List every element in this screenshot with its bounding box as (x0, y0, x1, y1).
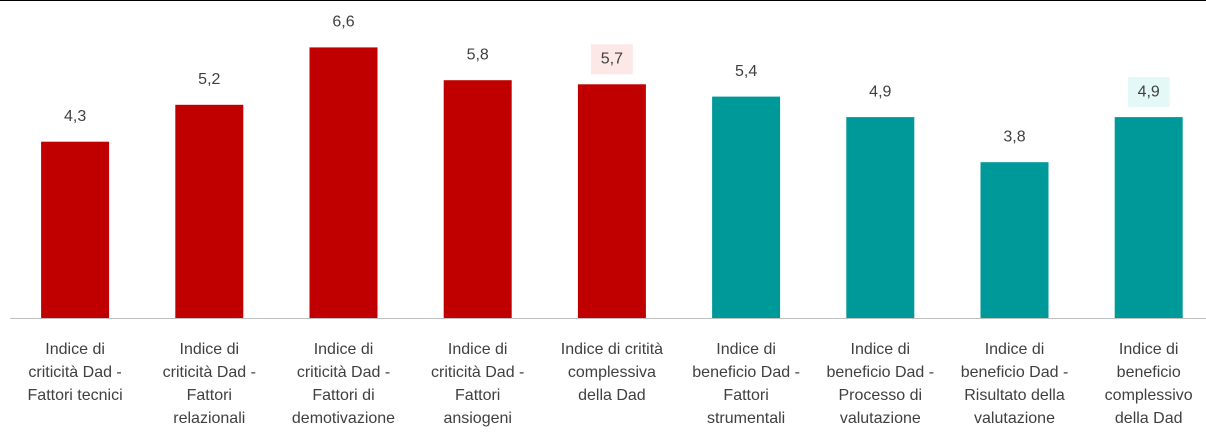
x-tick-label-line: beneficio Dad - (826, 364, 934, 381)
value-label: 4,9 (1138, 83, 1160, 100)
x-tick-label-line: ansiogeni (443, 410, 512, 427)
value-label-background (590, 44, 633, 75)
x-tick-label-line: criticità Dad - (431, 364, 524, 381)
bar (309, 47, 378, 319)
x-tick-label-line: Indice di (985, 341, 1045, 358)
value-label: 5,7 (601, 51, 623, 68)
x-tick-label-line: Indice di (716, 341, 776, 358)
value-label: 4,3 (64, 108, 86, 125)
x-tick-label-line: relazionali (173, 410, 245, 427)
x-tick-label-line: valutazione (840, 410, 921, 427)
x-tick-label: Indice di beneficio complessivo della Dad (1105, 341, 1193, 427)
x-tick-label-line: Fattori (723, 387, 768, 404)
x-tick-label-line: della Dad (1115, 410, 1183, 427)
x-tick-label: Indice di criticità Dad - Fattori ansiogeni (431, 341, 524, 427)
x-tick-label: Indice di beneficio Dad - Fattori strumenta… (692, 341, 800, 427)
x-tick-label-line: criticità Dad - (163, 364, 256, 381)
x-tick-label-line: Risultato della (964, 387, 1065, 404)
x-tick-label-line: Indice di (448, 341, 508, 358)
x-tick-label: Indice di critità complessiva della Dad (561, 341, 663, 404)
x-tick-label: Indice di beneficio Dad - Processo di valut… (826, 341, 934, 427)
x-tick-label: Indice di beneficio Dad - Risultato della v… (961, 341, 1069, 427)
x-tick-label: Indice di criticità Dad - Fattori di demoti… (292, 341, 395, 427)
x-tick-label-line: complessiva (568, 364, 656, 381)
x-tick-label-line: valutazione (974, 410, 1055, 427)
bar (846, 117, 915, 318)
x-tick-label-line: criticità Dad - (297, 364, 390, 381)
bar (175, 104, 244, 318)
x-tick-label: Indice di criticità Dad - Fattori relaziona… (163, 341, 256, 427)
bar (41, 141, 110, 318)
bar (443, 80, 512, 318)
x-tick-label-line: Fattori (455, 387, 500, 404)
value-label: 5,2 (198, 71, 220, 88)
x-tick-label-line: Fattori (187, 387, 232, 404)
x-tick-label-line: Processo di (839, 387, 923, 404)
bar (577, 84, 646, 318)
value-label: 5,8 (467, 46, 489, 63)
x-tick-label-line: Fattori di (312, 387, 374, 404)
x-tick-label-line: strumentali (707, 410, 785, 427)
bar (1114, 117, 1183, 318)
x-tick-label: Indice di criticità Dad - Fattori tecnici (28, 341, 123, 404)
value-label: 3,8 (1003, 128, 1025, 145)
x-tick-label-line: della Dad (578, 387, 646, 404)
value-label: 6,6 (332, 14, 354, 31)
x-tick-label-line: beneficio Dad - (961, 364, 1069, 381)
x-tick-label-line: beneficio Dad - (692, 364, 800, 381)
x-tick-label-line: Indice di critità (561, 341, 663, 358)
value-label: 4,9 (869, 83, 891, 100)
x-tick-label-line: complessivo (1105, 387, 1193, 404)
x-tick-label-line: criticità Dad - (28, 364, 121, 381)
x-tick-label-line: beneficio (1117, 364, 1181, 381)
bar (980, 162, 1049, 318)
x-tick-label-line: Fattori tecnici (28, 387, 123, 404)
x-tick-label-line: Indice di (314, 341, 374, 358)
x-tick-label-line: Indice di (45, 341, 105, 358)
value-label-background (1127, 77, 1170, 108)
x-tick-label-line: Indice di (180, 341, 240, 358)
x-tick-label-line: Indice di (1119, 341, 1179, 358)
bar (712, 96, 781, 318)
x-tick-label-line: demotivazione (292, 410, 395, 427)
x-tick-label-line: Indice di (851, 341, 911, 358)
value-label: 5,4 (735, 63, 757, 80)
